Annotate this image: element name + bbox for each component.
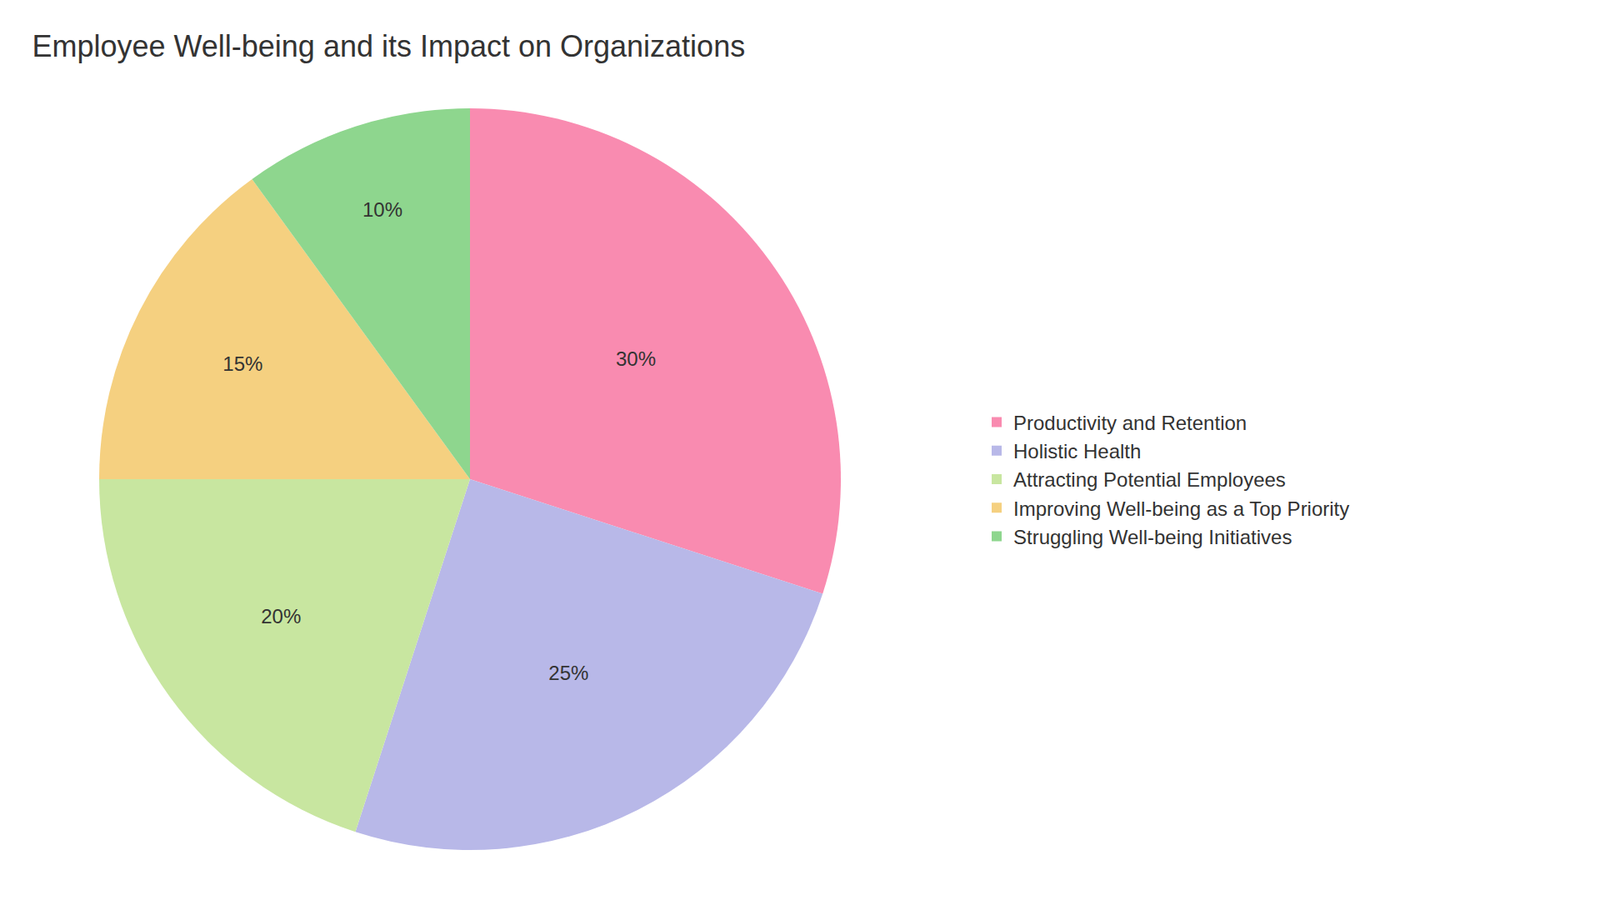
svg-text:10%: 10% bbox=[362, 198, 403, 221]
svg-text:Productivity and Retention: Productivity and Retention bbox=[1013, 411, 1247, 435]
svg-text:Attracting Potential Employees: Attracting Potential Employees bbox=[1013, 468, 1286, 491]
svg-text:Holistic Health: Holistic Health bbox=[1013, 440, 1141, 463]
svg-text:Employee Well-being and its Im: Employee Well-being and its Impact on Or… bbox=[31, 29, 745, 64]
svg-text:15%: 15% bbox=[222, 352, 263, 375]
svg-text:Struggling Well-being Initiati: Struggling Well-being Initiatives bbox=[1013, 525, 1292, 549]
svg-text:20%: 20% bbox=[260, 605, 301, 628]
svg-text:25%: 25% bbox=[548, 661, 589, 685]
svg-text:Improving Well-being as a Top: Improving Well-being as a Top Priority bbox=[1013, 497, 1350, 520]
svg-text:30%: 30% bbox=[615, 347, 656, 370]
